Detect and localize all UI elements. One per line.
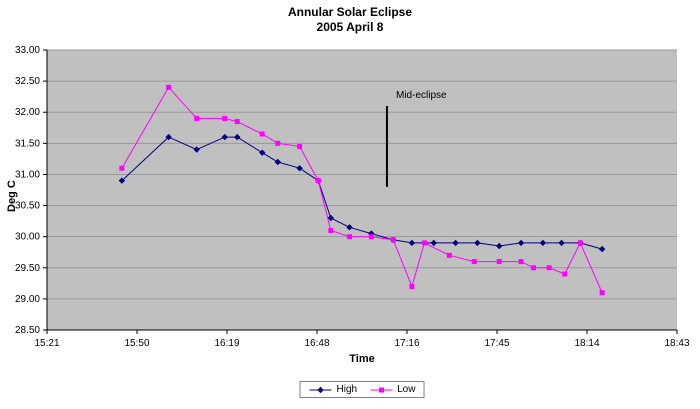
x-tick-label: 18:43 bbox=[664, 338, 689, 349]
marker-high bbox=[296, 165, 303, 172]
marker-low bbox=[577, 240, 583, 246]
marker-high bbox=[430, 239, 437, 247]
y-tick-label: 31.50 bbox=[15, 138, 40, 149]
marker-high bbox=[118, 177, 126, 184]
marker-low bbox=[531, 265, 537, 271]
marker-high bbox=[193, 146, 200, 153]
marker-high bbox=[258, 149, 266, 156]
x-tick-label: 17:45 bbox=[484, 338, 509, 349]
y-tick-label: 32.00 bbox=[15, 107, 40, 118]
marker-low bbox=[496, 259, 502, 265]
marker-high bbox=[408, 239, 416, 247]
marker-high bbox=[558, 239, 565, 247]
legend-item-low: Low bbox=[369, 384, 415, 395]
marker-low bbox=[259, 131, 265, 137]
x-axis-label: Time bbox=[349, 353, 375, 365]
marker-low bbox=[409, 283, 415, 289]
x-tick-label: 18:14 bbox=[574, 338, 599, 349]
y-tick-label: 30.50 bbox=[15, 201, 40, 212]
y-tick-label: 30.00 bbox=[15, 232, 40, 243]
marker-high bbox=[598, 245, 606, 253]
marker-low bbox=[421, 240, 427, 246]
marker-low bbox=[166, 84, 172, 90]
plot-background bbox=[47, 50, 677, 330]
marker-low bbox=[194, 115, 200, 121]
y-tick-label: 29.00 bbox=[15, 294, 40, 305]
low-series-marker-icon bbox=[370, 387, 393, 392]
legend-item-high: High bbox=[309, 384, 358, 395]
x-tick-label: 16:19 bbox=[214, 338, 239, 349]
marker-high bbox=[327, 214, 335, 222]
y-tick-label: 31.00 bbox=[15, 169, 40, 180]
legend-label-high: High bbox=[336, 384, 358, 395]
marker-low bbox=[546, 265, 552, 271]
marker-low bbox=[119, 165, 125, 171]
marker-low bbox=[599, 290, 605, 296]
x-tick-label: 15:50 bbox=[124, 338, 149, 349]
legend: High Low bbox=[299, 381, 425, 398]
marker-low bbox=[315, 178, 321, 184]
marker-low bbox=[446, 252, 452, 258]
marker-low bbox=[234, 119, 240, 125]
marker-high bbox=[474, 239, 481, 247]
marker-high bbox=[517, 239, 525, 247]
chart-subtitle: 2005 April 8 bbox=[316, 20, 384, 34]
y-tick-label: 32.50 bbox=[15, 76, 40, 87]
marker-low bbox=[222, 115, 228, 121]
marker-high bbox=[539, 239, 547, 247]
marker-low bbox=[297, 143, 303, 149]
y-tick-label: 33.00 bbox=[15, 45, 40, 56]
marker-low bbox=[368, 234, 374, 240]
marker-high bbox=[274, 158, 281, 166]
legend-label-low: Low bbox=[397, 384, 416, 395]
legend-marker-high bbox=[317, 386, 324, 393]
marker-low bbox=[390, 237, 396, 243]
y-tick-label: 28.50 bbox=[15, 325, 40, 336]
marker-high bbox=[346, 224, 353, 231]
marker-low bbox=[518, 259, 524, 265]
x-tick-label: 16:48 bbox=[304, 338, 329, 349]
marker-high bbox=[496, 242, 503, 250]
x-tick-label: 15:21 bbox=[34, 338, 59, 349]
chart-title: Annular Solar Eclipse bbox=[287, 5, 413, 19]
marker-low bbox=[562, 271, 568, 277]
marker-low bbox=[471, 259, 477, 265]
y-tick-label: 29.50 bbox=[15, 263, 40, 274]
mid-eclipse-label: Mid-eclipse bbox=[396, 90, 447, 101]
marker-high bbox=[221, 133, 228, 141]
marker-low bbox=[275, 140, 281, 146]
marker-high bbox=[165, 133, 172, 141]
y-axis-label: Deg C bbox=[6, 180, 18, 212]
marker-high bbox=[234, 133, 241, 141]
high-series-marker-icon bbox=[309, 386, 332, 393]
marker-high bbox=[452, 239, 459, 247]
marker-low bbox=[328, 227, 334, 233]
x-tick-label: 17:16 bbox=[394, 338, 419, 349]
legend-marker-low bbox=[378, 387, 384, 392]
marker-low bbox=[347, 234, 353, 240]
